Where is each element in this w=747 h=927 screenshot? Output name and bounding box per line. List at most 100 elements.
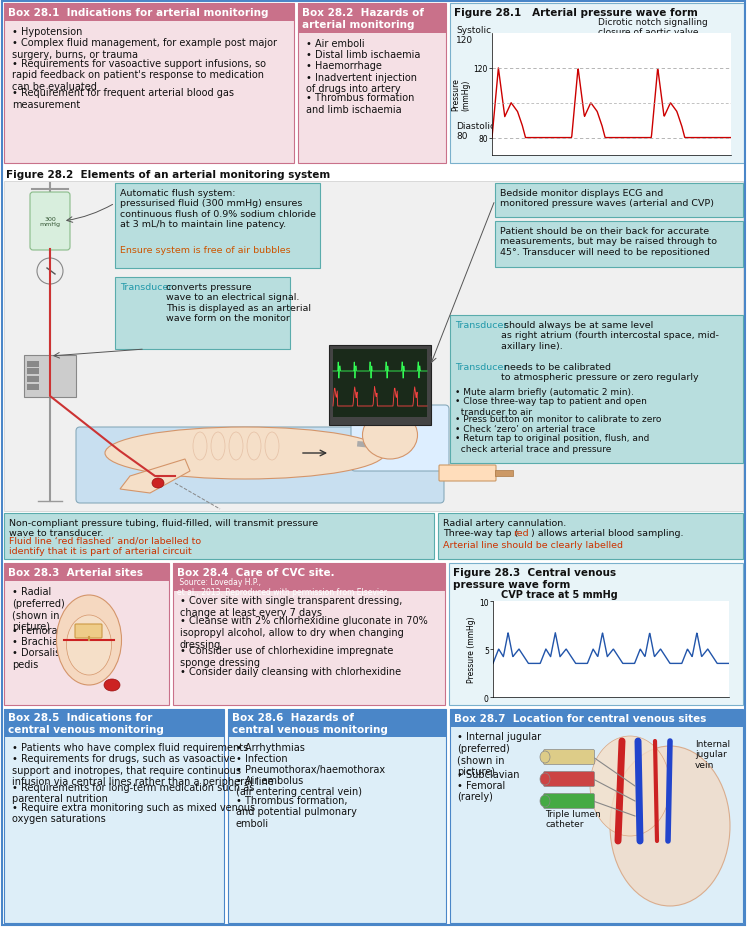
Text: • Requirements for vasoactive support infusions, so
rapid feedback on patient's : • Requirements for vasoactive support in… xyxy=(12,58,266,92)
Text: • Cleanse with 2% chlorhexidine gluconate in 70%
isopropyl alcohol, allow to dry: • Cleanse with 2% chlorhexidine gluconat… xyxy=(180,616,428,649)
FancyBboxPatch shape xyxy=(449,564,743,705)
Text: Figure 28.1   Arterial pressure wave form: Figure 28.1 Arterial pressure wave form xyxy=(454,8,698,18)
Text: • Internal jugular
(preferred)
(shown in
picture): • Internal jugular (preferred) (shown in… xyxy=(457,731,541,776)
Text: Transducer: Transducer xyxy=(455,362,507,372)
Ellipse shape xyxy=(152,478,164,489)
Ellipse shape xyxy=(540,795,550,807)
FancyBboxPatch shape xyxy=(439,465,496,481)
FancyBboxPatch shape xyxy=(4,4,294,22)
Text: Automatic flush system:
pressurised fluid (300 mmHg) ensures
continuous flush of: Automatic flush system: pressurised flui… xyxy=(120,189,316,229)
Text: Dicrotic notch signalling
closure of aortic valve: Dicrotic notch signalling closure of aor… xyxy=(598,18,707,37)
Text: Ensure system is free of air bubbles: Ensure system is free of air bubbles xyxy=(120,246,291,255)
Text: • Require extra monitoring such as mixed venous
oxygen saturations: • Require extra monitoring such as mixed… xyxy=(12,802,255,823)
Text: • Complex fluid management, for example post major
surgery, burns, or trauma: • Complex fluid management, for example … xyxy=(12,38,277,59)
Text: Fluid line ‘red flashed’ and/or labelled to
identify that it is part of arterial: Fluid line ‘red flashed’ and/or labelled… xyxy=(9,537,201,556)
FancyBboxPatch shape xyxy=(115,278,290,349)
Ellipse shape xyxy=(104,679,120,692)
FancyBboxPatch shape xyxy=(76,427,444,503)
Text: • Distal limb ischaemia: • Distal limb ischaemia xyxy=(306,50,421,60)
FancyBboxPatch shape xyxy=(4,709,224,737)
FancyBboxPatch shape xyxy=(228,709,446,923)
FancyBboxPatch shape xyxy=(27,362,39,368)
Ellipse shape xyxy=(540,751,550,763)
Text: Transducer: Transducer xyxy=(455,321,507,330)
Ellipse shape xyxy=(105,427,385,479)
Ellipse shape xyxy=(610,746,730,906)
Text: needs to be calibrated
to atmospheric pressure or zero regularly: needs to be calibrated to atmospheric pr… xyxy=(501,362,698,382)
Text: • Air embolus
(air entering central vein): • Air embolus (air entering central vein… xyxy=(236,775,362,796)
Text: • Return tap to original position, flush, and
  check arterial trace and pressur: • Return tap to original position, flush… xyxy=(455,434,649,453)
FancyBboxPatch shape xyxy=(450,709,743,727)
Ellipse shape xyxy=(590,736,670,836)
Text: • Check ‘zero’ on arterial trace: • Check ‘zero’ on arterial trace xyxy=(455,425,595,433)
FancyBboxPatch shape xyxy=(24,356,76,398)
Text: Time  →: Time → xyxy=(533,145,568,154)
FancyBboxPatch shape xyxy=(351,405,449,472)
Text: Box 28.4  Care of CVC site.: Box 28.4 Care of CVC site. xyxy=(177,567,335,578)
FancyBboxPatch shape xyxy=(4,709,224,923)
Text: Figure 28.2  Elements of an arterial monitoring system: Figure 28.2 Elements of an arterial moni… xyxy=(6,170,330,180)
Text: Box 28.2  Hazards of
arterial monitoring: Box 28.2 Hazards of arterial monitoring xyxy=(302,8,424,30)
Text: • Arrhythmias: • Arrhythmias xyxy=(236,743,305,752)
Text: 300
mmHg: 300 mmHg xyxy=(40,216,61,227)
FancyBboxPatch shape xyxy=(173,564,445,591)
Text: • Requirements for drugs, such as vasoactive
support and inotropes, that require: • Requirements for drugs, such as vasoac… xyxy=(12,753,273,786)
FancyBboxPatch shape xyxy=(298,4,446,34)
Text: Figure 28.3  Central venous
pressure wave form: Figure 28.3 Central venous pressure wave… xyxy=(453,567,616,589)
FancyBboxPatch shape xyxy=(27,369,39,375)
Text: Box 28.5  Indications for
central venous monitoring: Box 28.5 Indications for central venous … xyxy=(8,713,164,734)
Text: Box 28.1  Indications for arterial monitoring: Box 28.1 Indications for arterial monito… xyxy=(8,8,268,18)
FancyBboxPatch shape xyxy=(4,564,169,705)
Ellipse shape xyxy=(37,259,63,285)
FancyBboxPatch shape xyxy=(544,771,595,787)
Text: Time  →: Time → xyxy=(551,688,586,697)
Text: Radial artery cannulation.: Radial artery cannulation. xyxy=(443,518,566,527)
Ellipse shape xyxy=(362,412,418,460)
Text: Non-compliant pressure tubing, fluid-filled, will transmit pressure
wave to tran: Non-compliant pressure tubing, fluid-fil… xyxy=(9,518,318,538)
Text: Triple lumen
catheter: Triple lumen catheter xyxy=(545,809,601,829)
Text: 80: 80 xyxy=(456,132,468,141)
Text: Three-way tap (: Three-way tap ( xyxy=(443,528,518,538)
FancyBboxPatch shape xyxy=(438,514,743,559)
Polygon shape xyxy=(120,460,190,493)
FancyBboxPatch shape xyxy=(495,222,743,268)
Text: Systolic: Systolic xyxy=(456,26,491,35)
Text: • Radial
(preferred)
(shown in
picture): • Radial (preferred) (shown in picture) xyxy=(12,587,65,631)
FancyBboxPatch shape xyxy=(115,184,320,269)
FancyBboxPatch shape xyxy=(333,349,427,417)
Text: Bedside monitor displays ECG and
monitored pressure waves (arterial and CVP): Bedside monitor displays ECG and monitor… xyxy=(500,189,714,209)
Text: converts pressure
wave to an electrical signal.
This is displayed as an arterial: converts pressure wave to an electrical … xyxy=(166,283,311,323)
Text: Diastolic: Diastolic xyxy=(456,121,495,131)
Y-axis label: Pressure
(mmHg): Pressure (mmHg) xyxy=(451,79,471,111)
Text: Box 28.7  Location for central venous sites: Box 28.7 Location for central venous sit… xyxy=(454,713,707,723)
Text: should always be at same level
as right atrium (fourth intercostal space, mid-
a: should always be at same level as right … xyxy=(501,321,719,350)
Text: • Mute alarm briefly (automatic 2 min).: • Mute alarm briefly (automatic 2 min). xyxy=(455,387,634,397)
FancyBboxPatch shape xyxy=(228,709,446,737)
Ellipse shape xyxy=(57,595,122,685)
Y-axis label: Pressure (mmHg): Pressure (mmHg) xyxy=(468,616,477,682)
FancyBboxPatch shape xyxy=(27,385,39,390)
FancyBboxPatch shape xyxy=(450,709,743,923)
Text: Box 28.3  Arterial sites: Box 28.3 Arterial sites xyxy=(8,567,143,578)
FancyBboxPatch shape xyxy=(450,316,743,464)
Text: • Requirement for frequent arterial blood gas
measurement: • Requirement for frequent arterial bloo… xyxy=(12,88,234,110)
Text: • Dorsalis
pedis: • Dorsalis pedis xyxy=(12,648,61,669)
FancyBboxPatch shape xyxy=(298,4,446,164)
Text: • Thrombus formation
and limb ischaemia: • Thrombus formation and limb ischaemia xyxy=(306,93,415,115)
FancyBboxPatch shape xyxy=(495,471,513,476)
FancyBboxPatch shape xyxy=(30,193,70,250)
Ellipse shape xyxy=(66,616,111,675)
Text: • Cover site with single transparent dressing,
change at least every 7 days: • Cover site with single transparent dre… xyxy=(180,595,403,617)
Text: • Subclavian: • Subclavian xyxy=(457,769,519,779)
Text: CVP trace at 5 mmHg: CVP trace at 5 mmHg xyxy=(501,590,618,600)
FancyBboxPatch shape xyxy=(173,564,445,705)
Text: Source: Loveday H.P.,
et al., 2013. Reproduced with permission from Elsevier.: Source: Loveday H.P., et al., 2013. Repr… xyxy=(177,578,388,597)
Text: • Air emboli: • Air emboli xyxy=(306,39,365,49)
Text: Box 28.6  Hazards of
central venous monitoring: Box 28.6 Hazards of central venous monit… xyxy=(232,713,388,734)
FancyBboxPatch shape xyxy=(4,4,294,164)
Text: • Infection: • Infection xyxy=(236,753,288,763)
Text: Arterial line should be clearly labelled: Arterial line should be clearly labelled xyxy=(443,540,623,550)
FancyBboxPatch shape xyxy=(495,184,743,218)
Text: • Thrombus formation,
and potential pulmonary
emboli: • Thrombus formation, and potential pulm… xyxy=(236,795,357,828)
FancyBboxPatch shape xyxy=(329,346,431,425)
